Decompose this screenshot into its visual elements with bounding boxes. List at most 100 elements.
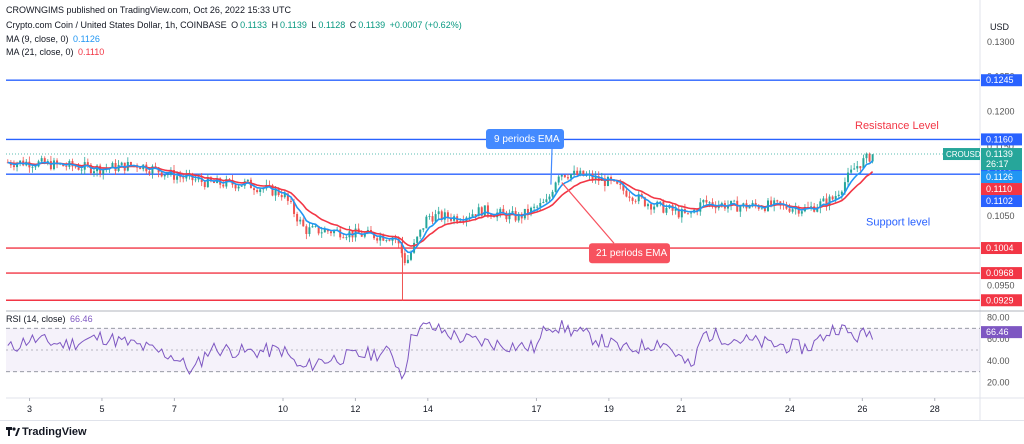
candle	[317, 226, 320, 234]
level-tag	[981, 133, 1022, 146]
price-tick-label: 0.1300	[987, 37, 1015, 47]
rsi-tick-label: 20.00	[987, 378, 1010, 388]
candle	[542, 202, 545, 204]
candle	[776, 200, 779, 202]
candle	[828, 196, 831, 206]
price-pane	[6, 22, 980, 310]
symbol-line: Crypto.com Coin / United States Dollar, …	[6, 20, 464, 30]
candle	[788, 208, 791, 212]
x-tick-label: 14	[423, 404, 433, 414]
price-tick-label: 0.1050	[987, 211, 1015, 221]
candle	[622, 184, 625, 191]
candle	[89, 164, 92, 174]
candle	[400, 243, 403, 254]
candle	[209, 177, 212, 182]
rsi-last-tag	[981, 326, 1022, 339]
candle	[708, 202, 711, 203]
level-tag	[981, 294, 1022, 307]
candle	[425, 216, 428, 229]
candle	[748, 206, 751, 209]
price-tag-line	[981, 195, 1022, 208]
candle	[631, 197, 634, 201]
price-tick-label: 0.0950	[987, 281, 1015, 291]
candle	[502, 208, 505, 213]
change-value: +0.0007 (+0.62%)	[389, 20, 462, 30]
candle	[847, 172, 850, 183]
candle	[74, 166, 77, 168]
level-tag-label: 0.0929	[986, 295, 1014, 305]
level-tag-label: 0.0968	[986, 268, 1014, 278]
candle	[837, 194, 840, 197]
candle	[286, 193, 289, 201]
candle	[871, 154, 874, 162]
candle	[163, 174, 166, 177]
candle	[560, 175, 563, 177]
candle	[160, 172, 163, 177]
symbol-tag	[943, 148, 980, 161]
x-tick-label: 28	[930, 404, 940, 414]
candle	[416, 236, 419, 243]
candle	[576, 170, 579, 175]
x-tick-label: 17	[531, 404, 541, 414]
ema21-callout-pointer	[561, 182, 615, 244]
chart[interactable]: 0.13000.12500.12000.11500.11000.10500.09…	[0, 0, 1024, 420]
candle	[526, 208, 529, 215]
symbol-name: Crypto.com Coin / United States Dollar, …	[6, 20, 227, 30]
candle	[194, 179, 197, 181]
x-tick-label: 26	[857, 404, 867, 414]
candle	[440, 211, 443, 220]
candle	[333, 230, 336, 234]
candle	[539, 203, 542, 207]
candle	[705, 199, 708, 203]
price-tick-label: 0.1150	[987, 141, 1014, 151]
ma9-legend[interactable]: MA (9, close, 0) 0.1126	[6, 34, 100, 44]
ma21-legend[interactable]: MA (21, close, 0) 0.1110	[6, 47, 105, 57]
candle	[305, 226, 308, 234]
price-tag-line-value: 0.1102	[986, 196, 1013, 206]
candle	[606, 176, 609, 186]
price-tag-ma9-value: 0.1126	[986, 172, 1013, 182]
candle	[533, 206, 536, 208]
level-tag	[981, 267, 1022, 280]
candle	[517, 213, 520, 221]
candle	[296, 213, 299, 222]
close-label: C	[349, 20, 357, 30]
candle	[594, 176, 597, 180]
candle	[92, 171, 95, 174]
candle	[114, 163, 117, 171]
rsi-legend[interactable]: RSI (14, close) 66.46	[6, 314, 93, 324]
countdown-label: 26:17	[986, 159, 1009, 169]
candle	[203, 182, 206, 188]
price-tag-ma9	[981, 171, 1022, 184]
candle	[213, 181, 216, 184]
candle	[449, 217, 452, 221]
candle	[554, 182, 557, 192]
level-tag-label: 0.1245	[986, 75, 1014, 85]
candle	[480, 207, 483, 216]
candle	[12, 165, 15, 168]
last-price-tag	[981, 148, 1022, 171]
candle	[619, 183, 622, 185]
candle	[293, 201, 296, 214]
last-price-tag-value: 0.1139	[986, 149, 1013, 159]
candle	[474, 214, 477, 217]
candle	[419, 229, 422, 237]
tradingview-brand[interactable]: TradingView	[22, 426, 87, 438]
candle	[674, 208, 677, 211]
publisher-line: CROWNGIMS published on TradingView.com, …	[6, 5, 291, 15]
candle	[234, 184, 237, 189]
price-tag-ma21	[981, 183, 1022, 196]
candle	[785, 204, 788, 209]
candle	[825, 198, 828, 206]
candle	[754, 202, 757, 206]
currency-label: USD	[990, 22, 1010, 32]
candle	[840, 191, 843, 195]
x-tick-label: 3	[27, 404, 32, 414]
candle	[237, 186, 240, 189]
candle	[468, 216, 471, 218]
rsi-last-tag-value: 66.46	[986, 327, 1009, 337]
candle	[853, 168, 856, 170]
candle	[610, 176, 613, 181]
candle	[345, 237, 348, 239]
candle	[225, 179, 228, 187]
